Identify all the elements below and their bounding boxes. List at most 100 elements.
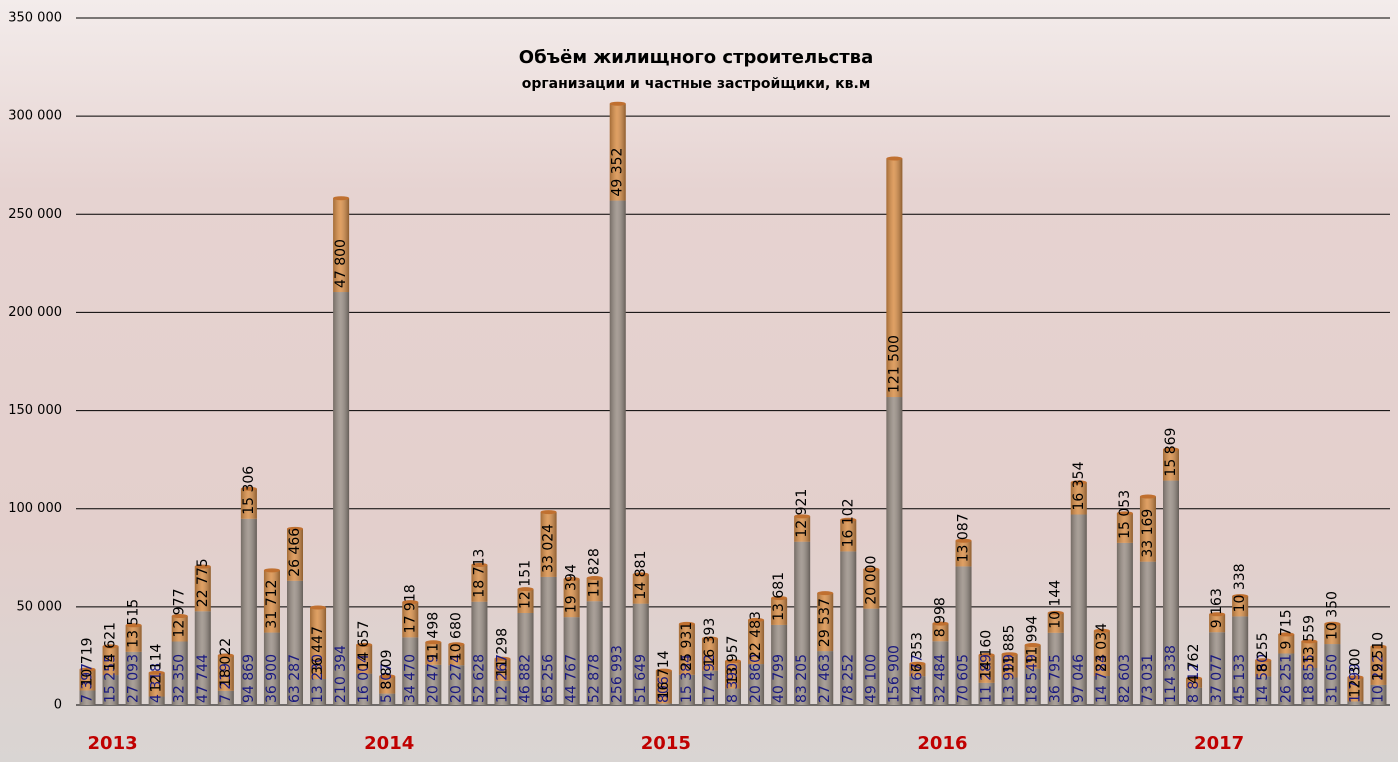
bar-shade <box>471 564 488 602</box>
bar-cap <box>632 572 649 577</box>
bar-shade <box>425 664 442 705</box>
bar-shade <box>1139 561 1156 705</box>
value-label: 10 350 <box>1324 591 1340 640</box>
bar-shade <box>1024 645 1041 669</box>
bar-shade <box>632 603 649 705</box>
value-label: 16 102 <box>840 498 856 547</box>
value-label: 83 205 <box>794 654 810 703</box>
value-label: 12 921 <box>794 489 810 538</box>
value-label: 73 031 <box>1140 654 1156 703</box>
bar-cap <box>217 653 234 658</box>
value-label: 13 230 <box>310 654 326 703</box>
bar-cap <box>1209 612 1226 617</box>
value-label: 11 885 <box>1002 625 1018 674</box>
value-label: 210 394 <box>333 645 349 703</box>
bar-shade <box>1324 644 1341 705</box>
bar-shade <box>517 612 534 705</box>
value-label: 13 999 <box>1002 654 1018 703</box>
bar-shade <box>1163 449 1179 481</box>
bar-shade <box>263 632 280 705</box>
bar-shade <box>886 397 903 705</box>
value-label: 22 483 <box>748 611 764 660</box>
bar-shade <box>1301 667 1318 705</box>
bar-shade <box>748 619 765 665</box>
bar-shade <box>909 663 926 677</box>
bar-shade <box>194 611 211 705</box>
value-label: 11 828 <box>587 548 603 597</box>
value-label: 25 931 <box>679 622 695 671</box>
bar-cap <box>240 486 257 491</box>
value-label: 47 800 <box>333 239 349 288</box>
bar-shade <box>840 551 857 705</box>
bar-cap <box>1370 644 1387 649</box>
bar-shade <box>379 693 396 705</box>
value-label: 8 998 <box>932 597 948 637</box>
bar-shade <box>1093 675 1110 705</box>
value-label: 11 298 <box>494 628 510 677</box>
bar-cap <box>1070 480 1087 485</box>
bar-shade <box>263 570 280 633</box>
bar-cap <box>448 642 465 647</box>
value-label: 15 255 <box>103 654 119 703</box>
bar-shade <box>563 579 580 618</box>
bar-shade <box>771 624 788 705</box>
value-label: 20 479 <box>425 654 441 703</box>
bar-shade <box>955 566 972 705</box>
value-label: 114 338 <box>1163 645 1179 703</box>
bar-shade <box>79 669 96 691</box>
y-tick-label: 50 000 <box>17 599 63 614</box>
value-label: 12 151 <box>518 560 534 609</box>
bar-cap <box>1024 643 1041 648</box>
bar-cap <box>333 196 350 201</box>
x-tick-label: 2016 <box>917 733 967 754</box>
bar-shade <box>586 601 603 705</box>
value-label: 4 762 <box>1186 644 1202 684</box>
value-label: 12 114 <box>149 643 165 692</box>
value-label: 10 680 <box>448 612 464 661</box>
bar-cap <box>1278 632 1295 637</box>
x-tick-label: 2014 <box>364 733 414 754</box>
bar-cap <box>1116 511 1133 516</box>
bar-cap <box>102 644 119 649</box>
bar-shade <box>1116 542 1133 705</box>
value-label: 15 306 <box>241 466 257 515</box>
bar-cap <box>840 517 857 522</box>
bar-shade <box>287 580 303 705</box>
value-label: 7 397 <box>80 663 96 703</box>
bar-shade <box>1232 616 1249 705</box>
bar-shade <box>748 664 765 705</box>
bar-shade <box>171 641 188 705</box>
bar-cap <box>171 614 188 619</box>
value-label: 26 251 <box>1278 654 1294 703</box>
bar-shade <box>794 541 811 705</box>
bar-shade <box>1001 654 1018 678</box>
bar-shade <box>1139 496 1156 562</box>
y-tick-label: 150 000 <box>8 403 62 418</box>
x-tick-label: 2015 <box>641 733 691 754</box>
y-tick-label: 250 000 <box>8 207 62 222</box>
value-label: 1 799 <box>1347 663 1363 703</box>
value-label: 37 077 <box>1209 654 1225 703</box>
bar-shade <box>310 607 327 680</box>
bar-cap <box>356 642 373 647</box>
value-label: 52 628 <box>471 654 487 703</box>
bar-shade <box>701 638 718 671</box>
bar-shade <box>402 637 419 705</box>
value-label: 94 869 <box>241 654 257 703</box>
value-label: 29 537 <box>817 598 833 647</box>
bar-shade <box>678 674 695 705</box>
bar-shade <box>817 593 834 652</box>
value-label: 70 605 <box>956 654 972 703</box>
value-label: 31 712 <box>264 580 280 629</box>
bar-shade <box>333 198 350 293</box>
value-label: 15 869 <box>1163 428 1179 477</box>
bar-shade <box>1047 632 1064 705</box>
bar-shade <box>356 673 373 705</box>
value-label: 97 046 <box>1071 654 1087 703</box>
bar-cap <box>1301 639 1318 644</box>
value-label: 9 163 <box>1209 588 1225 628</box>
value-label: 13 087 <box>956 513 972 562</box>
value-label: 20 274 <box>448 654 464 703</box>
value-label: 15 053 <box>1117 490 1133 539</box>
value-label: 13 559 <box>1301 615 1317 664</box>
